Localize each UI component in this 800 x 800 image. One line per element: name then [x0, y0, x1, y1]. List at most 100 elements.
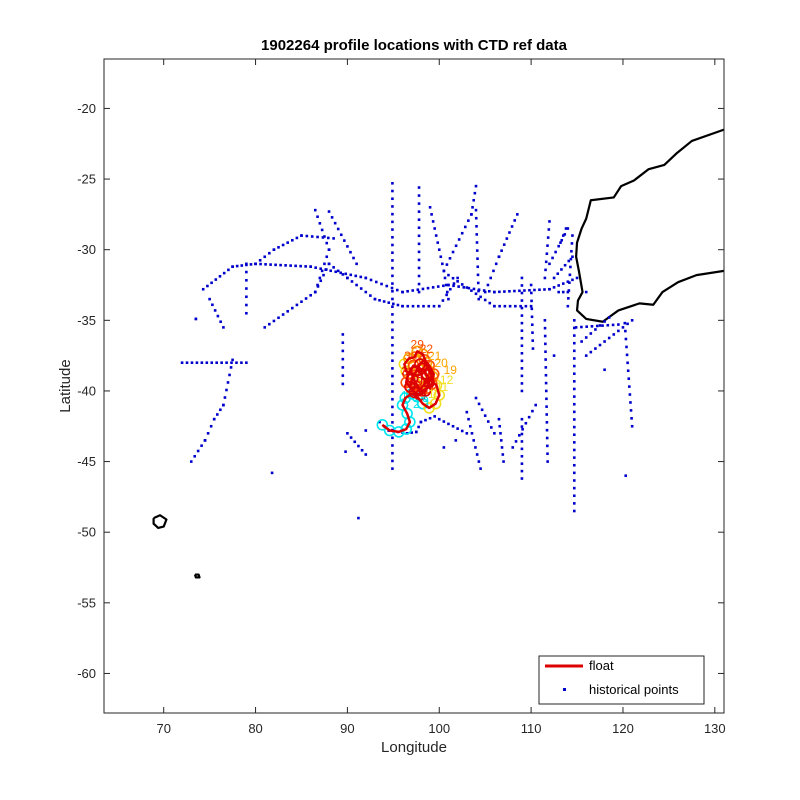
historical-point: [500, 446, 504, 449]
historical-point: [436, 241, 440, 244]
historical-point: [566, 280, 570, 284]
historical-point: [451, 250, 455, 254]
historical-point: [520, 299, 524, 302]
historical-point: [387, 301, 391, 304]
historical-point: [617, 329, 620, 333]
historical-point: [391, 390, 394, 393]
historical-point: [607, 316, 611, 319]
historical-point: [572, 463, 576, 467]
historical-point: [290, 238, 294, 242]
historical-point: [477, 402, 481, 406]
historical-point: [567, 297, 570, 300]
historical-point: [594, 347, 597, 350]
historical-point: [437, 304, 441, 308]
historical-point: [548, 287, 551, 291]
historical-point: [520, 284, 524, 287]
profile-number-label: 29: [411, 338, 425, 352]
historical-point: [494, 262, 498, 266]
historical-point: [346, 276, 349, 280]
historical-point: [364, 429, 368, 432]
historical-point: [341, 366, 345, 369]
historical-point: [281, 313, 285, 316]
historical-point: [625, 345, 628, 349]
historical-point: [325, 241, 329, 245]
historical-point: [475, 241, 479, 244]
historical-point: [628, 393, 632, 396]
y-tick-label: -35: [77, 313, 96, 328]
historical-point: [572, 433, 576, 437]
historical-point: [445, 290, 449, 294]
historical-point: [344, 272, 348, 276]
historical-point: [546, 444, 549, 448]
historical-point: [572, 502, 576, 505]
historical-point: [382, 300, 386, 303]
historical-point: [572, 402, 576, 406]
historical-point: [493, 290, 496, 294]
historical-point: [326, 236, 330, 240]
historical-point: [624, 329, 627, 333]
historical-point: [447, 283, 450, 287]
historical-point: [572, 357, 576, 360]
historical-point: [612, 333, 616, 336]
historical-point: [561, 290, 565, 294]
historical-point: [560, 268, 563, 271]
y-tick-label: -40: [77, 383, 96, 398]
historical-point: [443, 276, 447, 280]
historical-point: [520, 425, 524, 428]
historical-point: [567, 259, 571, 263]
historical-point: [391, 444, 394, 447]
historical-point: [258, 258, 262, 262]
historical-point: [316, 283, 319, 287]
historical-point: [460, 429, 464, 433]
historical-point: [281, 243, 285, 247]
historical-point: [286, 310, 290, 313]
historical-point: [520, 454, 524, 458]
historical-point: [584, 354, 588, 357]
historical-point: [520, 291, 524, 295]
historical-point: [319, 279, 323, 283]
historical-point: [434, 234, 438, 237]
historical-point: [341, 341, 345, 344]
historical-point: [571, 278, 574, 282]
historical-point: [530, 299, 533, 303]
historical-point: [220, 361, 223, 364]
historical-point: [231, 265, 234, 268]
historical-point: [391, 320, 394, 324]
historical-point: [433, 415, 436, 418]
profile-number-label: 20: [434, 356, 448, 370]
historical-point: [196, 449, 200, 453]
historical-point: [245, 311, 248, 315]
historical-point: [421, 287, 425, 291]
historical-point: [332, 237, 335, 240]
profile-marker: [411, 345, 424, 358]
historical-point: [391, 343, 394, 347]
historical-point: [417, 218, 421, 222]
historical-point: [336, 269, 340, 273]
historical-point: [572, 471, 576, 475]
historical-point: [417, 258, 421, 262]
historical-point: [627, 377, 631, 380]
historical-point: [451, 424, 455, 428]
historical-point: [572, 456, 576, 459]
historical-point: [460, 231, 464, 235]
historical-point: [391, 359, 394, 362]
historical-point: [391, 228, 394, 231]
historical-point: [330, 216, 334, 219]
historical-point: [294, 264, 297, 268]
historical-point: [544, 268, 547, 272]
historical-point: [530, 307, 534, 311]
historical-point: [546, 236, 550, 239]
historical-point: [364, 453, 368, 456]
historical-point: [284, 264, 287, 267]
historical-point: [268, 322, 271, 326]
historical-point: [359, 275, 363, 279]
historical-point: [528, 288, 531, 292]
historical-point: [520, 440, 524, 443]
historical-point: [272, 319, 276, 323]
historical-point: [531, 347, 535, 350]
historical-point: [513, 219, 517, 222]
historical-point: [349, 273, 353, 277]
historical-point: [626, 361, 629, 365]
historical-point: [520, 314, 524, 317]
historical-point: [580, 325, 583, 329]
